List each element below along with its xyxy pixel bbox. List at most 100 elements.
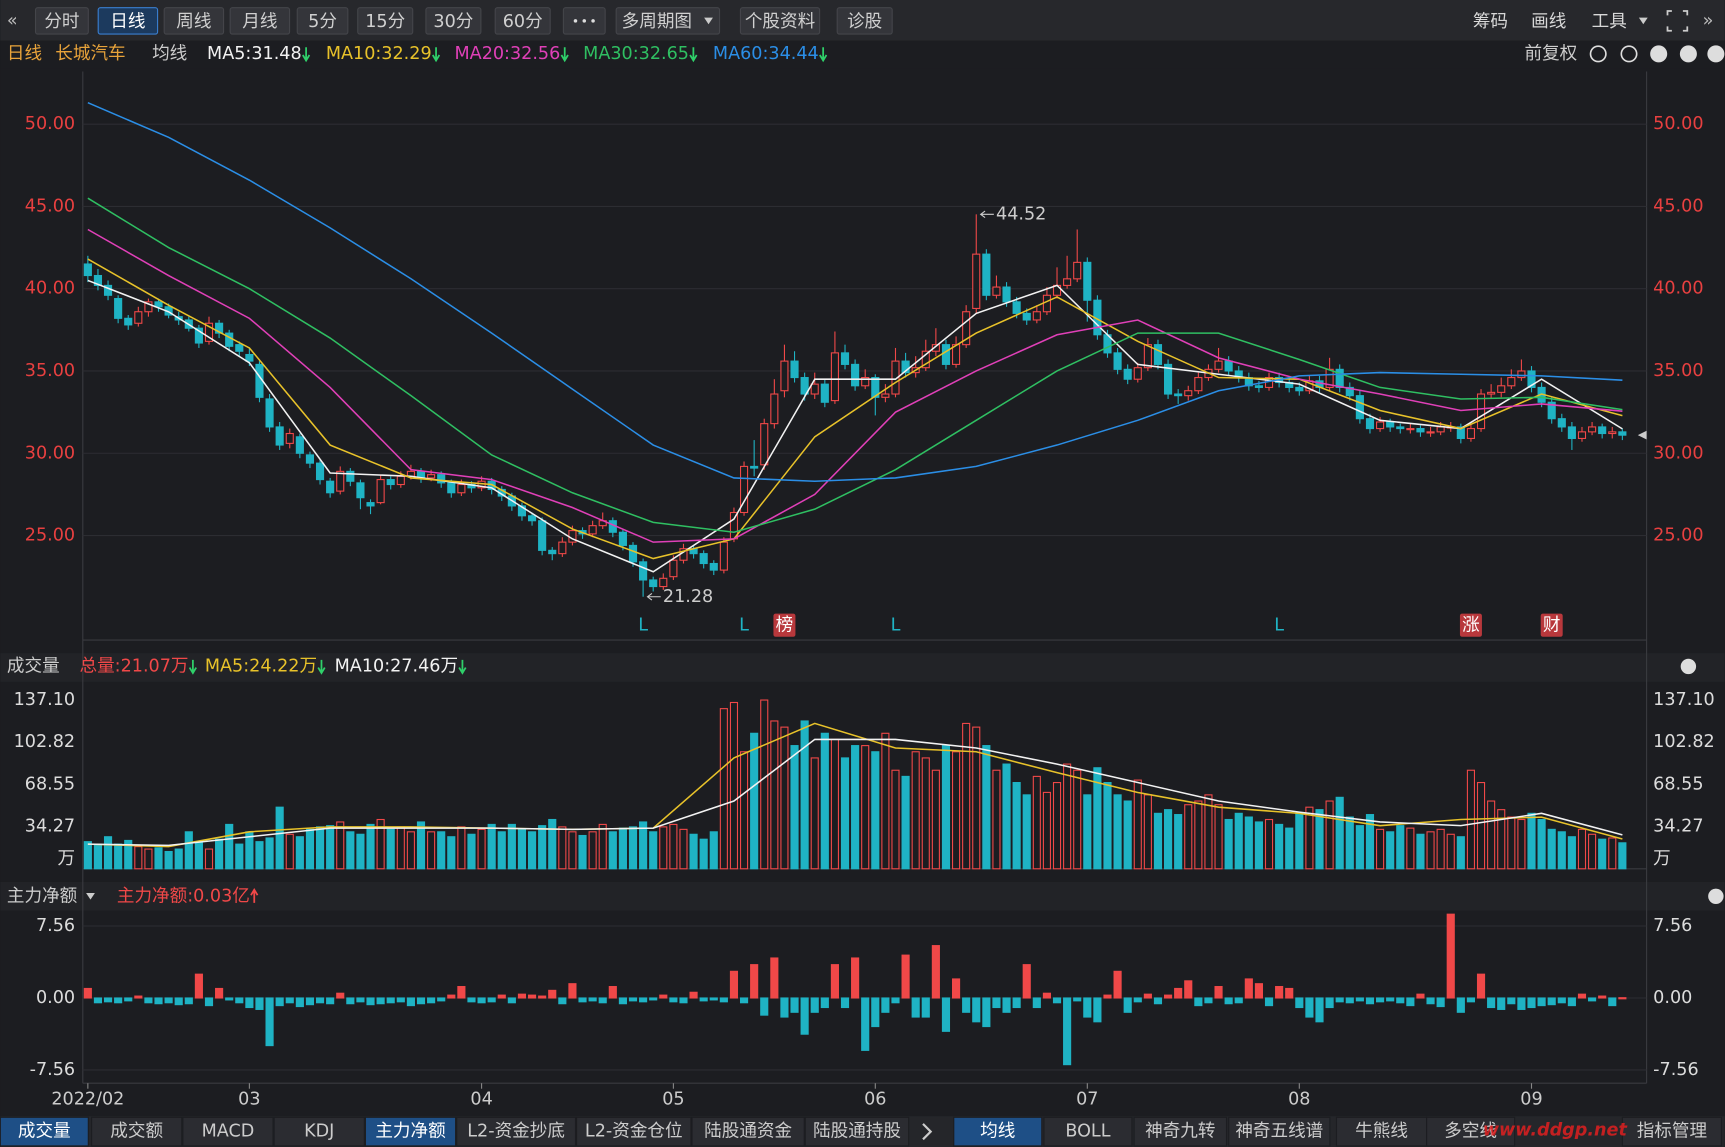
indicator-tab[interactable]: [804, 1116, 910, 1147]
overlay-tab-label[interactable]: BOLL: [1065, 1122, 1110, 1142]
expand-icon[interactable]: »: [1703, 11, 1714, 31]
toolbar-button[interactable]: [494, 7, 551, 35]
overlay-tab-label[interactable]: 神奇五线谱: [1235, 1122, 1323, 1142]
toolbar-button[interactable]: [615, 7, 721, 35]
event-badge[interactable]: [773, 613, 796, 637]
signal-label[interactable]: L: [891, 616, 901, 636]
overlay-tab[interactable]: [1133, 1116, 1228, 1147]
tool-icon[interactable]: [1589, 45, 1607, 63]
toolbar-button[interactable]: [97, 7, 159, 35]
indicator-tab-label[interactable]: L2-资金仓位: [585, 1122, 683, 1142]
candle-body: [336, 470, 345, 492]
toolbar-label[interactable]: 5分: [308, 12, 337, 32]
adjust-label[interactable]: 前复权: [1525, 44, 1578, 64]
toolbar-label[interactable]: 周线: [176, 12, 211, 32]
bar: [1608, 997, 1617, 1007]
bar: [1517, 818, 1526, 870]
indicator-tab-label[interactable]: 成交量: [18, 1122, 71, 1142]
bar: [114, 997, 123, 1004]
event-badge-label[interactable]: 财: [1543, 616, 1561, 636]
indicator-tab[interactable]: [691, 1116, 805, 1147]
event-badge-label[interactable]: 涨: [1462, 616, 1480, 636]
toolbar-button[interactable]: [425, 7, 482, 35]
panel-title[interactable]: 主力净额: [7, 886, 78, 906]
overlay-tab[interactable]: [1426, 1116, 1516, 1147]
tool-icon[interactable]: [1620, 45, 1638, 63]
toolbar-button[interactable]: [836, 7, 893, 35]
toolbar-label[interactable]: 15分: [365, 12, 405, 32]
tool-icon[interactable]: [1679, 45, 1697, 63]
overlay-tab-label[interactable]: 均线: [980, 1122, 1015, 1142]
toolbar-button[interactable]: [229, 7, 291, 35]
overlay-tab[interactable]: [1335, 1116, 1428, 1147]
close-panel[interactable]: [1680, 658, 1697, 675]
bar: [830, 738, 839, 870]
collapse-icon[interactable]: «: [7, 11, 18, 31]
toolbar-button[interactable]: [739, 7, 821, 35]
bar: [1557, 831, 1566, 870]
overlay-tab-label[interactable]: 多空线: [1444, 1122, 1497, 1142]
candle-body: [1436, 426, 1445, 433]
overlay-tab[interactable]: [1621, 1116, 1722, 1147]
indicator-tab[interactable]: [576, 1116, 692, 1147]
bar: [83, 841, 92, 870]
toolbar-button[interactable]: [163, 7, 225, 35]
toolbar-tool[interactable]: 工具: [1592, 12, 1627, 32]
candle-body: [830, 352, 839, 402]
signal-label[interactable]: L: [1274, 616, 1284, 636]
toolbar-tool[interactable]: 画线: [1531, 12, 1566, 32]
toolbar-label[interactable]: 30分: [433, 12, 473, 32]
overlay-tab-label[interactable]: 指标管理: [1637, 1122, 1707, 1142]
signal-label[interactable]: L: [638, 616, 648, 636]
indicator-tab-label[interactable]: 陆股通资金: [704, 1122, 792, 1142]
toolbar-label[interactable]: 日线: [110, 12, 145, 32]
close-panel[interactable]: [1708, 888, 1724, 904]
overlay-tab[interactable]: [1228, 1116, 1331, 1147]
indicator-tab[interactable]: [364, 1116, 457, 1147]
indicator-tab-label[interactable]: 主力净额: [375, 1122, 446, 1142]
toolbar-label[interactable]: 个股资料: [745, 12, 815, 32]
signal-label[interactable]: L: [739, 616, 749, 636]
ma-label[interactable]: 均线: [152, 44, 187, 64]
indicator-tab[interactable]: [0, 1116, 89, 1147]
tool-icon[interactable]: [1650, 45, 1668, 63]
y-tick-label-right: 0.00: [1653, 988, 1692, 1008]
bar: [265, 997, 274, 1047]
event-badge[interactable]: [1459, 613, 1482, 637]
toolbar-label[interactable]: 多周期图: [622, 12, 692, 32]
candle-body: [548, 549, 557, 555]
candle-body: [1163, 363, 1173, 395]
fullscreen-icon[interactable]: [1666, 10, 1689, 32]
indicator-tab[interactable]: [456, 1116, 577, 1147]
indicator-tab-label[interactable]: L2-资金抄底: [467, 1122, 565, 1142]
indicator-tab-label[interactable]: MACD: [202, 1122, 255, 1142]
overlay-tab-label[interactable]: 牛熊线: [1355, 1122, 1408, 1142]
event-badge-label[interactable]: 榜: [776, 616, 794, 636]
toolbar-button[interactable]: [296, 7, 349, 35]
tool-icon[interactable]: [1707, 45, 1725, 63]
candle-body: [1466, 428, 1476, 439]
indicator-tab-label[interactable]: 陆股通持股: [813, 1122, 901, 1142]
toolbar-label[interactable]: 分时: [44, 12, 79, 32]
indicator-tab[interactable]: [91, 1116, 183, 1147]
overlay-tab[interactable]: [953, 1116, 1043, 1147]
indicator-tab[interactable]: [182, 1116, 274, 1147]
candle-body: [437, 474, 446, 484]
toolbar-label[interactable]: 月线: [242, 12, 277, 32]
indicator-tab-label[interactable]: KDJ: [304, 1122, 334, 1142]
toolbar-button[interactable]: [34, 7, 89, 35]
toolbar-tool[interactable]: 筹码: [1473, 12, 1508, 32]
indicator-tab[interactable]: [273, 1116, 365, 1147]
toolbar-button[interactable]: [357, 7, 414, 35]
bar: [1113, 970, 1122, 999]
overlay-tab-label[interactable]: 神奇九转: [1145, 1122, 1215, 1142]
tab-scroll[interactable]: [922, 1123, 933, 1141]
toolbar-label[interactable]: 60分: [503, 12, 543, 32]
overlay-tab[interactable]: [1043, 1116, 1133, 1147]
candle-body: [649, 579, 658, 588]
indicator-tab-label[interactable]: 成交额: [110, 1122, 163, 1142]
bar: [1032, 997, 1041, 1009]
event-badge[interactable]: [1540, 613, 1563, 637]
y-tick-label: -7.56: [30, 1060, 75, 1080]
toolbar-label[interactable]: 诊股: [847, 12, 882, 32]
